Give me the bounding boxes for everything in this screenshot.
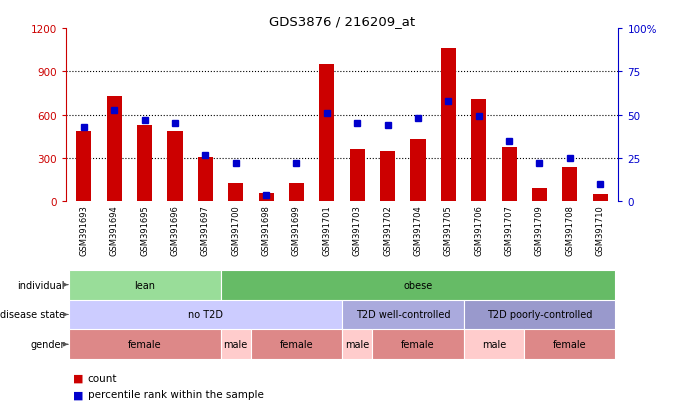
Text: female: female	[280, 339, 313, 349]
Bar	[350, 150, 365, 202]
Text: male: male	[345, 339, 370, 349]
Text: T2D well-controlled: T2D well-controlled	[356, 310, 450, 320]
Text: count: count	[88, 373, 117, 383]
Bar	[68, 330, 220, 359]
Text: obese: obese	[404, 280, 433, 290]
Bar	[441, 49, 456, 202]
Bar	[251, 330, 342, 359]
Text: T2D poorly-controlled: T2D poorly-controlled	[486, 310, 592, 320]
Bar	[198, 157, 213, 202]
Text: female: female	[401, 339, 435, 349]
Bar	[220, 330, 251, 359]
Bar	[137, 126, 152, 202]
Bar	[464, 300, 616, 330]
Text: female: female	[553, 339, 587, 349]
Bar	[342, 300, 464, 330]
Bar	[106, 97, 122, 202]
Bar	[319, 65, 334, 202]
Bar	[471, 100, 486, 202]
Bar	[289, 183, 304, 202]
Bar	[562, 167, 578, 202]
Text: female: female	[128, 339, 162, 349]
Bar	[464, 330, 524, 359]
Bar	[258, 194, 274, 202]
Bar	[342, 330, 372, 359]
Text: individual: individual	[17, 280, 65, 290]
Bar	[502, 147, 517, 202]
Bar	[76, 131, 91, 202]
Title: GDS3876 / 216209_at: GDS3876 / 216209_at	[269, 15, 415, 28]
Bar	[410, 140, 426, 202]
Bar	[593, 195, 608, 202]
Text: gender: gender	[30, 339, 65, 349]
Bar	[380, 152, 395, 202]
Bar	[228, 183, 243, 202]
Bar	[220, 270, 616, 300]
Bar	[372, 330, 464, 359]
Text: percentile rank within the sample: percentile rank within the sample	[88, 389, 264, 399]
Bar	[68, 300, 342, 330]
Bar	[68, 270, 220, 300]
Text: male: male	[482, 339, 506, 349]
Bar	[167, 131, 182, 202]
Bar	[532, 188, 547, 202]
Text: ■: ■	[73, 389, 83, 399]
Bar	[524, 330, 616, 359]
Text: male: male	[224, 339, 248, 349]
Text: ■: ■	[73, 373, 83, 383]
Text: lean: lean	[134, 280, 155, 290]
Text: no T2D: no T2D	[188, 310, 223, 320]
Text: disease state: disease state	[0, 310, 65, 320]
